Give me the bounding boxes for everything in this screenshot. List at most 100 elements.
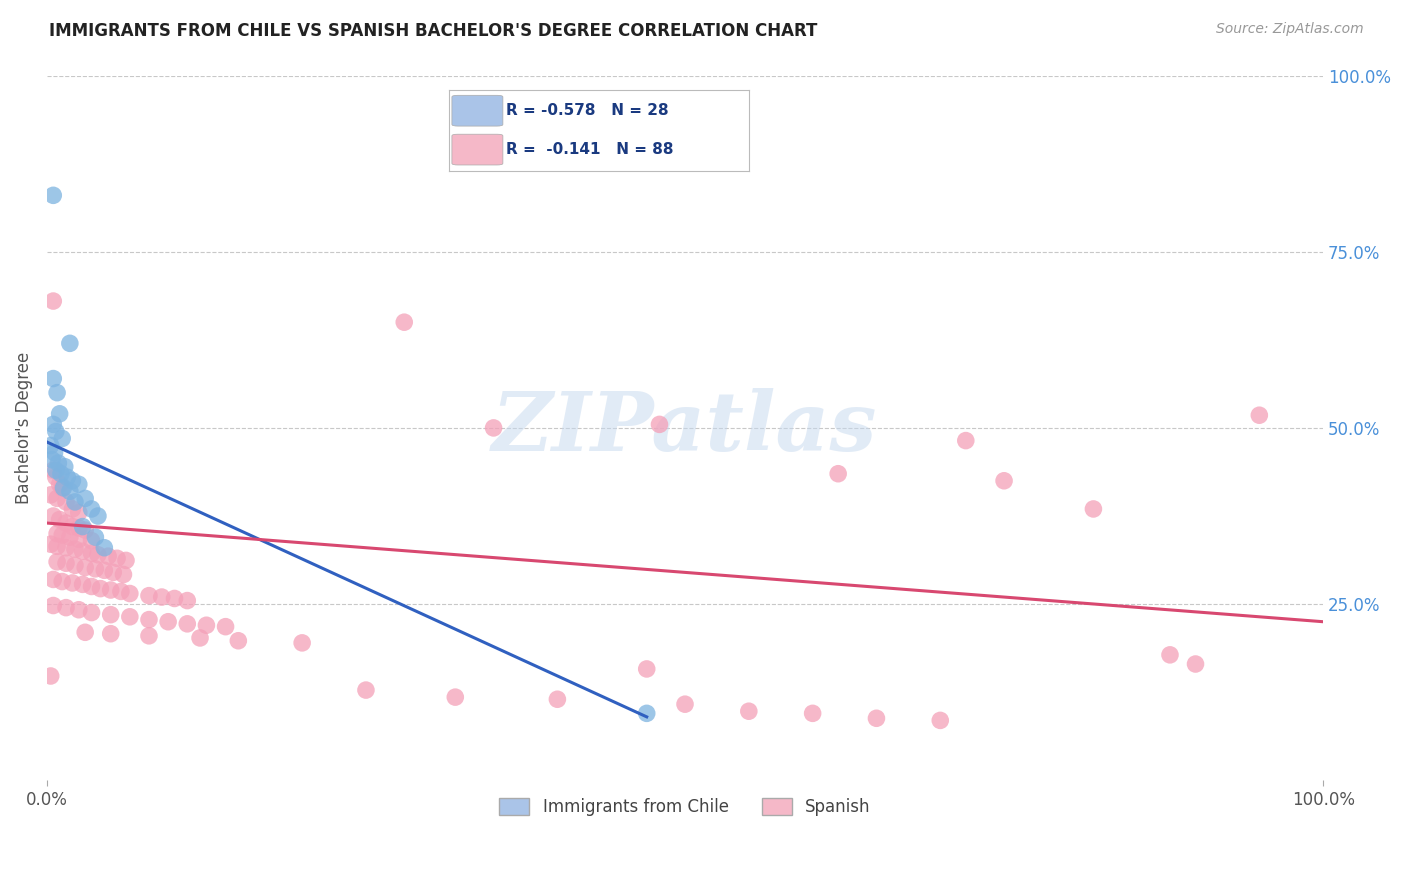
Point xyxy=(827,467,849,481)
Point xyxy=(214,620,236,634)
Point xyxy=(46,539,69,553)
Point xyxy=(39,438,62,452)
Point xyxy=(291,636,314,650)
Text: Source: ZipAtlas.com: Source: ZipAtlas.com xyxy=(1216,22,1364,37)
Point xyxy=(48,456,70,470)
Point xyxy=(67,603,90,617)
Point xyxy=(80,533,103,548)
Point xyxy=(87,508,110,523)
Point xyxy=(44,445,66,459)
Point xyxy=(103,566,125,580)
Point xyxy=(84,562,107,576)
Point xyxy=(72,544,94,558)
Point xyxy=(188,631,211,645)
Point xyxy=(105,551,128,566)
Point xyxy=(59,484,82,499)
Point xyxy=(48,477,70,491)
Point xyxy=(46,385,69,400)
Point xyxy=(55,600,77,615)
Point xyxy=(89,582,111,596)
Point xyxy=(51,574,73,589)
Point xyxy=(62,576,84,591)
Point xyxy=(42,293,65,308)
Point xyxy=(955,434,977,448)
Point xyxy=(67,533,90,547)
Point xyxy=(46,555,69,569)
Point xyxy=(394,315,416,329)
Point xyxy=(42,463,65,477)
Point xyxy=(636,706,658,721)
Point xyxy=(163,591,186,606)
Point xyxy=(55,541,77,555)
Point xyxy=(75,625,97,640)
Point xyxy=(49,467,72,481)
Point xyxy=(1249,408,1271,422)
Point xyxy=(75,491,97,506)
Point xyxy=(45,470,67,484)
Point xyxy=(110,584,132,599)
Point xyxy=(157,615,180,629)
Point xyxy=(80,579,103,593)
Point xyxy=(51,432,73,446)
Point xyxy=(636,662,658,676)
Point xyxy=(801,706,824,721)
Point xyxy=(100,582,122,597)
Point xyxy=(97,549,120,564)
Point xyxy=(63,558,86,573)
Point xyxy=(93,563,115,577)
Point xyxy=(51,528,73,542)
Point xyxy=(42,188,65,202)
Point xyxy=(75,560,97,574)
Point xyxy=(59,530,82,544)
Point xyxy=(228,633,250,648)
Point xyxy=(138,589,160,603)
Point xyxy=(112,567,135,582)
Point xyxy=(45,425,67,439)
Point xyxy=(55,516,77,530)
Point xyxy=(59,336,82,351)
Point xyxy=(150,590,173,604)
Point xyxy=(39,537,62,551)
Point xyxy=(45,463,67,477)
Point xyxy=(67,477,90,491)
Point xyxy=(42,371,65,385)
Point xyxy=(546,692,568,706)
Point xyxy=(75,523,97,537)
Point xyxy=(52,481,75,495)
Point xyxy=(46,526,69,541)
Point xyxy=(118,609,141,624)
Point xyxy=(1159,648,1181,662)
Point xyxy=(354,683,377,698)
Point xyxy=(80,546,103,560)
Point xyxy=(56,470,79,484)
Point xyxy=(72,519,94,533)
Point xyxy=(63,542,86,557)
Text: ZIPatlas: ZIPatlas xyxy=(492,388,877,468)
Point xyxy=(176,593,198,607)
Point xyxy=(673,697,696,711)
Point xyxy=(138,613,160,627)
Point xyxy=(67,521,90,535)
Point xyxy=(48,512,70,526)
Point xyxy=(62,519,84,533)
Point xyxy=(62,502,84,516)
Point xyxy=(993,474,1015,488)
Point xyxy=(115,553,138,567)
Point xyxy=(1083,502,1105,516)
Point xyxy=(1184,657,1206,671)
Point xyxy=(482,421,505,435)
Point xyxy=(51,481,73,495)
Point xyxy=(138,629,160,643)
Point xyxy=(62,474,84,488)
Point xyxy=(55,556,77,570)
Point xyxy=(738,704,761,718)
Point xyxy=(42,508,65,523)
Point xyxy=(865,711,887,725)
Point xyxy=(80,502,103,516)
Legend: Immigrants from Chile, Spanish: Immigrants from Chile, Spanish xyxy=(491,790,879,825)
Point xyxy=(444,690,467,705)
Point xyxy=(53,459,76,474)
Point xyxy=(42,417,65,432)
Point xyxy=(42,573,65,587)
Point xyxy=(176,616,198,631)
